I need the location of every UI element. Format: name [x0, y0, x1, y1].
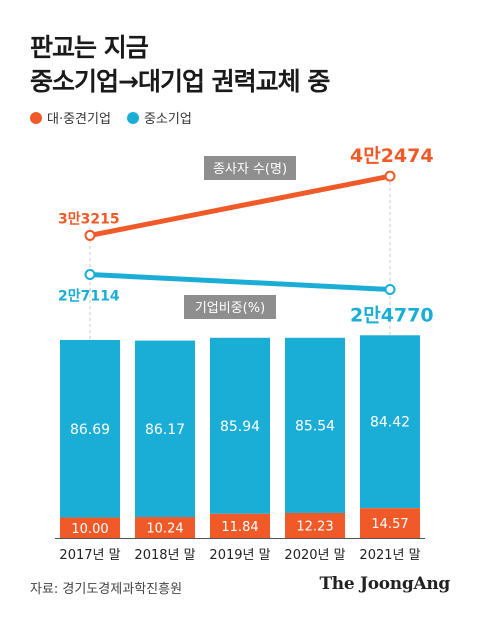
- bar-label-small-3: 85.54: [295, 418, 335, 434]
- legend-swatch-small: [126, 111, 139, 124]
- bar-label-large-1: 10.24: [146, 522, 183, 537]
- line-label-large-2021: 4만2474: [350, 145, 434, 167]
- bar-small-2: [210, 337, 270, 514]
- bar-large-1: [135, 517, 195, 538]
- bar-large-4: [360, 508, 420, 538]
- brand-logo: The JoongAng: [319, 574, 450, 594]
- legend-swatch-large: [30, 111, 42, 124]
- bar-chart-title: 기업비중(%): [195, 301, 265, 316]
- bar-label-small-0: 86.69: [70, 422, 110, 438]
- legend: 대·중견기업 중소기업: [30, 108, 208, 127]
- source-note: 자료: 경기도경제과학진흥원: [30, 582, 183, 597]
- line-chart-title-box: [204, 156, 296, 180]
- x-tick-label-3: 2020년 말: [284, 548, 345, 563]
- line-point-1-0: [84, 268, 96, 280]
- line-label-small-2017: 2만7114: [58, 288, 120, 304]
- line-chart-title: 종사자 수(명): [213, 162, 287, 177]
- bar-small-4: [360, 335, 420, 509]
- line-point-0-1: [384, 170, 396, 182]
- bar-chart-title-box: [184, 295, 276, 319]
- line-series-1: [87, 271, 393, 292]
- line-series-0: [87, 173, 393, 238]
- legend-label-small: 중소기업: [143, 112, 192, 127]
- bar-large-2: [210, 513, 270, 538]
- x-tick-label-1: 2018년 말: [134, 548, 195, 563]
- line-label-small-2021: 2만4770: [350, 304, 434, 326]
- chart-title-line2: 중소기업→대기업 권력교체 중: [30, 67, 330, 96]
- bar-small-0: [60, 340, 120, 518]
- legend-item-large: 대·중견기업: [30, 108, 111, 127]
- bar-large-3: [285, 512, 345, 538]
- line-point-1-1: [384, 283, 396, 295]
- bar-label-large-0: 10.00: [71, 522, 108, 537]
- x-tick-label-2: 2019년 말: [209, 548, 270, 563]
- bar-large-0: [60, 517, 120, 538]
- x-tick-label-4: 2021년 말: [359, 548, 420, 563]
- line-label-large-2017: 3만3215: [58, 211, 120, 227]
- bar-small-3: [285, 337, 345, 513]
- bar-label-large-3: 12.23: [296, 519, 333, 534]
- bar-label-large-4: 14.57: [371, 517, 408, 532]
- chart-title-line1: 판교는 지금: [30, 33, 149, 62]
- bar-label-small-1: 86.17: [145, 422, 185, 438]
- line-point-0-0: [84, 229, 96, 241]
- bar-label-small-2: 85.94: [220, 419, 260, 435]
- legend-item-small: 중소기업: [126, 108, 192, 127]
- x-tick-label-0: 2017년 말: [59, 548, 120, 563]
- bar-label-large-2: 11.84: [221, 520, 258, 535]
- bar-label-small-4: 84.42: [370, 415, 410, 431]
- legend-label-large: 대·중견기업: [47, 112, 111, 127]
- bar-small-1: [135, 340, 195, 518]
